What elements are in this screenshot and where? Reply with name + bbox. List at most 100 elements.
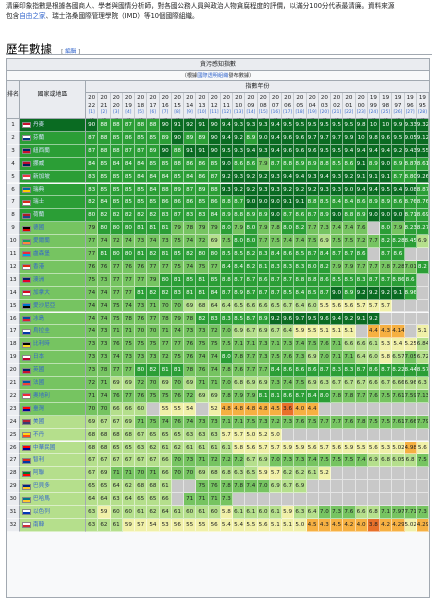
country-link[interactable]: 中華民國 bbox=[33, 444, 56, 451]
country-link[interactable]: 愛爾蘭 bbox=[33, 238, 50, 245]
year-header-2016[interactable]: 20 16[7]▴▾ bbox=[159, 93, 172, 121]
year-header-2005[interactable]: 20 05[18]▴▾ bbox=[294, 93, 307, 121]
year-reference[interactable]: [13] bbox=[234, 110, 244, 115]
year-reference[interactable]: [15] bbox=[258, 110, 268, 115]
year-reference[interactable]: [24] bbox=[368, 110, 378, 115]
country-link[interactable]: 紐西蘭 bbox=[33, 147, 50, 154]
sort-icon[interactable]: ▴▾ bbox=[98, 116, 109, 121]
year-header-2000[interactable]: 20 00[23]▴▾ bbox=[355, 93, 368, 121]
year-reference[interactable]: [25] bbox=[381, 110, 391, 115]
country-link[interactable]: 冰島 bbox=[33, 315, 45, 322]
sort-icon[interactable]: ▴▾ bbox=[147, 116, 158, 121]
year-reference[interactable]: [14] bbox=[246, 110, 256, 115]
freedom-house-link[interactable]: 自由之家 bbox=[19, 11, 46, 20]
year-reference[interactable]: [10] bbox=[197, 110, 207, 115]
year-reference[interactable]: [27] bbox=[405, 110, 415, 115]
country-link[interactable]: 愛沙尼亞 bbox=[33, 302, 56, 309]
year-reference[interactable]: [16] bbox=[270, 110, 280, 115]
sort-icon[interactable]: ▴▾ bbox=[356, 116, 367, 121]
country-link[interactable]: 德國 bbox=[33, 225, 45, 232]
sort-icon[interactable]: ▴▾ bbox=[123, 116, 134, 121]
year-header-2001[interactable]: 20 01[22]▴▾ bbox=[343, 93, 356, 121]
sort-icon[interactable]: ▴▾ bbox=[196, 116, 207, 121]
year-reference[interactable]: [23] bbox=[356, 110, 366, 115]
year-reference[interactable]: [1] bbox=[88, 110, 95, 115]
country-link[interactable]: 智利 bbox=[33, 457, 45, 464]
year-header-2017[interactable]: 20 17[6]▴▾ bbox=[147, 93, 160, 121]
sort-icon[interactable]: ▴▾ bbox=[319, 116, 330, 121]
country-link[interactable]: 日本 bbox=[33, 354, 45, 361]
year-reference[interactable]: [11] bbox=[209, 110, 219, 115]
country-header[interactable]: 國家或地區 bbox=[20, 81, 86, 119]
sort-icon[interactable]: ▴▾ bbox=[160, 116, 171, 121]
country-link[interactable]: 巴貝多 bbox=[33, 483, 50, 490]
sort-icon[interactable]: ▴▾ bbox=[343, 116, 354, 121]
year-reference[interactable]: [17] bbox=[283, 110, 293, 115]
country-link[interactable]: 美國 bbox=[33, 418, 45, 425]
country-link[interactable]: 以色列 bbox=[33, 509, 50, 515]
year-header-2002[interactable]: 20 02[21]▴▾ bbox=[331, 93, 344, 121]
country-link[interactable]: 比利時 bbox=[33, 341, 50, 348]
year-header-2004[interactable]: 20 04[19]▴▾ bbox=[306, 93, 319, 121]
country-link[interactable]: 荷蘭 bbox=[33, 212, 45, 219]
year-reference[interactable]: [9] bbox=[186, 110, 193, 115]
year-header-2012[interactable]: 20 12[11]▴▾ bbox=[208, 93, 221, 121]
year-reference[interactable]: [4] bbox=[125, 110, 132, 115]
sort-icon[interactable]: ▴▾ bbox=[282, 116, 293, 121]
sort-icon[interactable]: ▴▾ bbox=[417, 116, 428, 121]
year-header-2015[interactable]: 20 15[8]▴▾ bbox=[171, 93, 184, 121]
year-header-2009[interactable]: 20 09[14]▴▾ bbox=[245, 93, 258, 121]
sort-icon[interactable]: ▴▾ bbox=[209, 116, 220, 121]
country-link[interactable]: 芬蘭 bbox=[33, 134, 45, 141]
year-reference[interactable]: [21] bbox=[332, 110, 342, 115]
year-reference[interactable]: [2] bbox=[100, 110, 107, 115]
country-link[interactable]: 巴哈馬 bbox=[33, 496, 50, 503]
year-header-2022[interactable]: 20 22[1]▴▾ bbox=[86, 93, 99, 121]
sort-icon[interactable]: ▴▾ bbox=[405, 116, 416, 121]
year-header-2003[interactable]: 20 03[20]▴▾ bbox=[318, 93, 331, 121]
country-link[interactable]: 瑞典 bbox=[33, 186, 45, 193]
country-link[interactable]: 丹麥 bbox=[33, 122, 45, 128]
sort-icon[interactable]: ▴▾ bbox=[307, 116, 318, 121]
year-header-2013[interactable]: 20 13[10]▴▾ bbox=[196, 93, 209, 121]
year-header-2019[interactable]: 20 19[4]▴▾ bbox=[122, 93, 135, 121]
year-header-2021[interactable]: 20 21[2]▴▾ bbox=[98, 93, 111, 121]
year-header-2018[interactable]: 20 18[5]▴▾ bbox=[135, 93, 148, 121]
year-reference[interactable]: [7] bbox=[162, 110, 169, 115]
year-reference[interactable]: [26] bbox=[393, 110, 403, 115]
country-link[interactable]: 澳洲 bbox=[33, 276, 45, 283]
sort-icon[interactable]: ▴▾ bbox=[331, 116, 342, 121]
transparency-international-link[interactable]: 國際透明組織 bbox=[197, 73, 229, 79]
country-link[interactable]: 臺灣 bbox=[33, 405, 45, 412]
country-link[interactable]: 香港 bbox=[33, 263, 45, 270]
year-header-2014[interactable]: 20 14[9]▴▾ bbox=[184, 93, 197, 121]
year-reference[interactable]: [8] bbox=[174, 110, 181, 115]
year-reference[interactable]: [19] bbox=[307, 110, 317, 115]
sort-icon[interactable]: ▴▾ bbox=[392, 116, 403, 121]
year-header-2006[interactable]: 20 06[17]▴▾ bbox=[282, 93, 295, 121]
year-header-1995[interactable]: 19 95[28]▴▾ bbox=[416, 93, 429, 121]
sort-icon[interactable]: ▴▾ bbox=[172, 116, 183, 121]
edit-link[interactable]: 編輯 bbox=[65, 49, 77, 55]
sort-icon[interactable]: ▴▾ bbox=[245, 116, 256, 121]
year-reference[interactable]: [18] bbox=[295, 110, 305, 115]
year-reference[interactable]: [3] bbox=[113, 110, 120, 115]
year-header-2007[interactable]: 20 07[16]▴▾ bbox=[269, 93, 282, 121]
country-link[interactable]: 英國 bbox=[33, 367, 45, 374]
country-link[interactable]: 南韓 bbox=[33, 521, 45, 528]
country-link[interactable]: 奧地利 bbox=[33, 392, 50, 399]
sort-icon[interactable]: ▴▾ bbox=[184, 116, 195, 121]
sort-icon[interactable]: ▴▾ bbox=[135, 116, 146, 121]
year-reference[interactable]: [5] bbox=[137, 110, 144, 115]
country-link[interactable]: 法國 bbox=[33, 380, 45, 386]
sort-icon[interactable]: ▴▾ bbox=[380, 116, 391, 121]
country-link[interactable]: 烏拉圭 bbox=[33, 328, 50, 335]
year-reference[interactable]: [12] bbox=[221, 110, 231, 115]
year-header-2008[interactable]: 20 08[15]▴▾ bbox=[257, 93, 270, 121]
year-header-1997[interactable]: 19 97[26]▴▾ bbox=[392, 93, 405, 121]
sort-icon[interactable]: ▴▾ bbox=[111, 116, 122, 121]
year-reference[interactable]: [28] bbox=[417, 110, 427, 115]
sort-icon[interactable]: ▴▾ bbox=[368, 116, 379, 121]
year-header-1998[interactable]: 19 98[25]▴▾ bbox=[380, 93, 393, 121]
